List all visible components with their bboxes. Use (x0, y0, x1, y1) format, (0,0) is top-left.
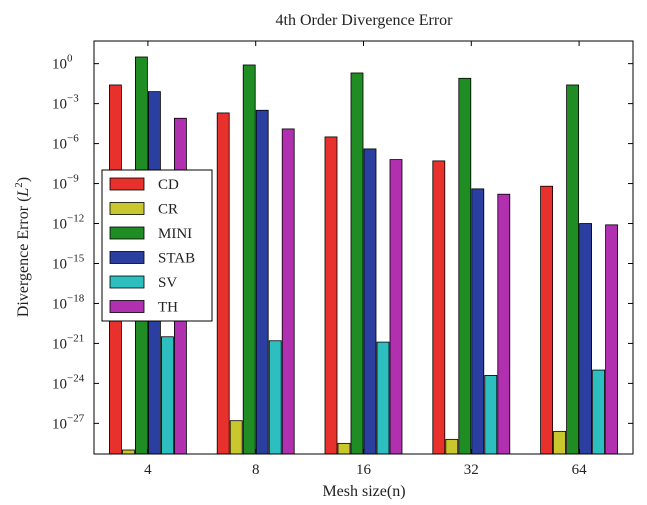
legend-label-mini: MINI (158, 226, 192, 242)
y-tick-label-exponent: −3 (67, 93, 79, 105)
y-tick-label-base: 10 (52, 336, 67, 352)
legend-box (101, 169, 213, 322)
bar-sv-8 (268, 340, 282, 455)
bar-mini-32 (458, 77, 472, 455)
y-tick-label: 10−18 (52, 292, 85, 312)
legend-swatch-stab (109, 251, 145, 264)
y-tick-label-exponent: −6 (67, 133, 79, 145)
y-axis-label-close: ) (15, 177, 32, 182)
bar-mini-16 (350, 72, 364, 455)
legend-swatch-cd (109, 177, 145, 191)
legend-swatch-cr (109, 202, 145, 215)
legend-label-th: TH (158, 300, 178, 316)
y-tick-label-exponent: −15 (67, 252, 85, 264)
bar-mini-8 (242, 64, 256, 455)
bar-cr-64 (553, 430, 566, 455)
x-axis: 4 8 16 32 64 (144, 41, 587, 478)
bar-cr-16 (337, 442, 351, 455)
bar-sv-32 (484, 374, 498, 455)
y-tick-label-exponent: −12 (67, 213, 84, 225)
y-tick-label-base: 10 (52, 256, 67, 272)
bar-mini-64 (566, 84, 579, 455)
y-axis: 10010−310−610−910−1210−1510−1810−2110−24… (52, 53, 633, 432)
bar-cr-4 (122, 449, 135, 455)
y-tick-label-base: 10 (52, 416, 67, 432)
y-tick-label-exponent: −18 (67, 292, 85, 304)
legend-swatch-th (109, 300, 145, 313)
legend-label-stab: STAB (158, 251, 195, 267)
bar-stab-32 (471, 188, 485, 455)
y-tick-label-base: 10 (52, 296, 67, 312)
y-axis-label-italic: L (15, 188, 32, 198)
legend-swatch-mini (109, 226, 145, 240)
y-axis-label-sup: 2 (13, 182, 25, 188)
bar-sv-64 (592, 369, 605, 455)
bar-stab-16 (363, 148, 377, 455)
x-tick-label: 8 (252, 462, 260, 478)
y-tick-label-base: 10 (52, 376, 67, 392)
bar-sv-16 (376, 341, 390, 455)
y-tick-label: 10−27 (52, 412, 85, 432)
y-tick-label-exponent: −9 (67, 173, 79, 185)
x-tick-label: 16 (356, 462, 372, 478)
y-axis-label: Divergence Error (L2) (13, 177, 32, 317)
y-tick-label: 10−9 (52, 173, 79, 193)
x-tick-label: 32 (464, 462, 479, 478)
bar-th-32 (497, 193, 511, 455)
y-tick-label: 10−12 (52, 213, 84, 233)
x-tick-label: 64 (572, 462, 588, 478)
bar-sv-4 (160, 336, 174, 455)
x-tick-label: 4 (144, 462, 152, 478)
y-tick-label: 100 (52, 53, 73, 73)
bar-th-16 (389, 159, 403, 455)
bar-th-8 (281, 128, 295, 455)
bar-stab-8 (255, 109, 269, 455)
y-tick-label: 10−15 (52, 252, 85, 272)
y-tick-label-base: 10 (52, 57, 67, 73)
y-tick-label-base: 10 (52, 137, 67, 153)
bar-cd-16 (324, 136, 338, 455)
legend-label-cd: CD (158, 177, 179, 193)
bar-cd-8 (216, 112, 230, 455)
legend-label-sv: SV (158, 275, 177, 291)
bar-cd-64 (540, 185, 553, 455)
y-tick-label-base: 10 (52, 97, 67, 113)
chart-title: 4th Order Divergence Error (276, 12, 454, 29)
bar-th-64 (605, 224, 618, 455)
bar-cd-32 (432, 160, 446, 455)
y-tick-label: 10−6 (52, 133, 79, 153)
y-tick-label: 10−21 (52, 332, 84, 352)
bar-cr-8 (229, 420, 243, 455)
legend: CD CR MINI STAB SV TH (101, 169, 213, 322)
bar-cr-32 (445, 438, 459, 455)
y-tick-label-base: 10 (52, 177, 67, 193)
legend-swatch-sv (109, 275, 145, 289)
y-tick-label-exponent: −27 (67, 412, 85, 424)
y-tick-label-exponent: −24 (67, 372, 85, 384)
y-tick-label-base: 10 (52, 217, 67, 233)
legend-label-cr: CR (158, 202, 178, 218)
y-tick-label-exponent: 0 (67, 53, 73, 65)
bar-stab-64 (579, 223, 592, 455)
x-axis-label: Mesh size(n) (322, 483, 405, 500)
y-axis-label-main: Divergence Error ( (15, 197, 32, 318)
y-tick-label-exponent: −21 (67, 332, 84, 344)
y-tick-label: 10−24 (52, 372, 85, 392)
y-tick-label: 10−3 (52, 93, 79, 113)
